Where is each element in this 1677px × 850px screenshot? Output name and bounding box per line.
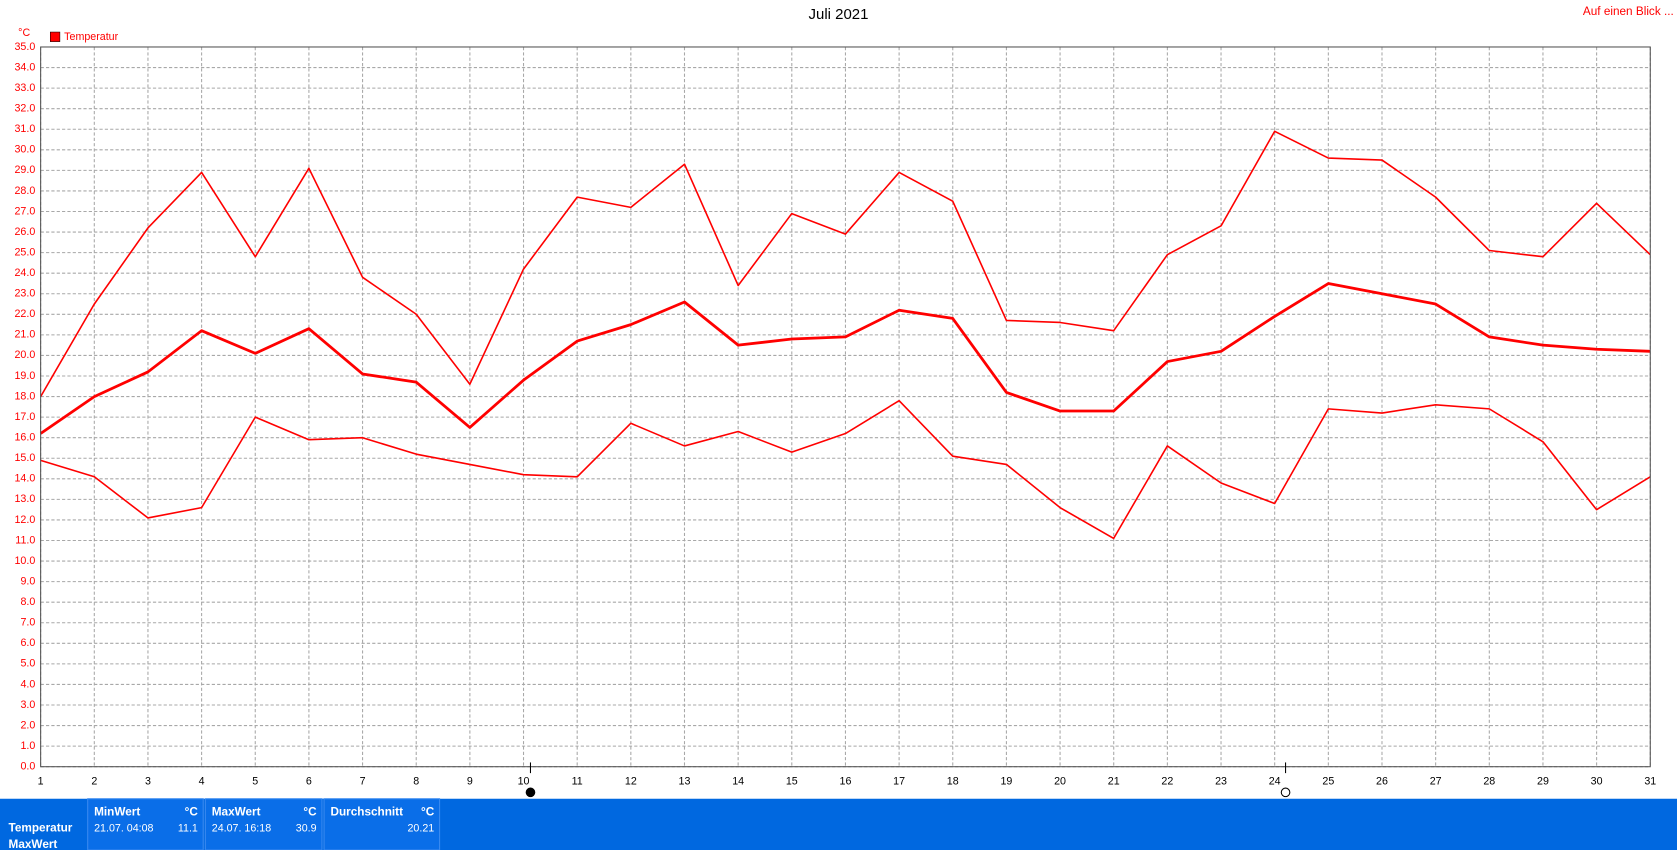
x-tick-label: 29 — [1537, 775, 1549, 787]
y-tick-label: 22.0 — [14, 308, 35, 320]
y-tick-label: 14.0 — [14, 473, 35, 485]
row-label: Temperatur — [9, 822, 73, 835]
y-tick-label: 17.0 — [14, 411, 35, 423]
stat-value: 20.21 — [407, 822, 434, 834]
y-tick-label: 7.0 — [20, 617, 35, 629]
stat-value: 11.1 — [178, 822, 198, 834]
y-tick-label: 29.0 — [14, 164, 35, 176]
x-tick-label: 22 — [1161, 775, 1173, 787]
x-tick-label: 8 — [413, 775, 419, 787]
x-tick-label: 18 — [947, 775, 959, 787]
y-tick-label: 0.0 — [20, 761, 35, 773]
y-tick-label: 15.0 — [14, 452, 35, 464]
y-tick-label: 4.0 — [20, 678, 35, 690]
y-tick-label: 2.0 — [20, 719, 35, 731]
x-tick-label: 17 — [893, 775, 905, 787]
y-tick-label: 19.0 — [14, 370, 35, 382]
x-tick-label: 11 — [572, 775, 583, 787]
y-tick-label: 18.0 — [14, 390, 35, 402]
stat-title: MinWert — [94, 806, 140, 819]
legend-label: Temperatur — [64, 31, 118, 43]
y-tick-label: 32.0 — [14, 103, 35, 115]
x-tick-label: 5 — [252, 775, 258, 787]
x-tick-label: 19 — [1000, 775, 1012, 787]
y-tick-label: 10.0 — [14, 555, 35, 567]
stat-title: MaxWert — [212, 806, 261, 819]
y-tick-label: 28.0 — [14, 185, 35, 197]
x-tick-label: 25 — [1322, 775, 1334, 787]
moon-phase-icon — [1280, 787, 1291, 798]
stat-time: 21.07. 04:08 — [94, 822, 153, 834]
y-tick-label: 34.0 — [14, 61, 35, 73]
stat-value: 30.9 — [296, 822, 317, 834]
y-tick-label: 12.0 — [14, 514, 35, 526]
x-tick-label: 6 — [306, 775, 312, 787]
x-tick-label: 30 — [1591, 775, 1603, 787]
x-tick-label: 23 — [1215, 775, 1227, 787]
y-tick-label: 20.0 — [14, 349, 35, 361]
x-tick-label: 16 — [840, 775, 852, 787]
x-tick-label: 3 — [145, 775, 151, 787]
x-tick-label: 4 — [199, 775, 205, 787]
stat-unit: °C — [185, 806, 199, 819]
y-tick-label: 8.0 — [20, 596, 35, 608]
x-tick-label: 12 — [625, 775, 637, 787]
x-tick-label: 24 — [1269, 775, 1281, 787]
x-tick-label: 2 — [91, 775, 97, 787]
x-tick-label: 13 — [679, 775, 691, 787]
plot-frame — [40, 46, 1651, 768]
y-tick-label: 26.0 — [14, 226, 35, 238]
x-tick-label: 15 — [786, 775, 798, 787]
x-tick-label: 14 — [732, 775, 744, 787]
temperature-line — [40, 399, 1651, 540]
y-tick-label: 31.0 — [14, 123, 35, 135]
stat-unit: °C — [421, 806, 435, 819]
x-tick-label: 7 — [360, 775, 366, 787]
stat-time: 24.07. 16:18 — [212, 822, 271, 834]
y-tick-label: 11.0 — [15, 534, 35, 546]
stat-title: Durchschnitt — [330, 806, 403, 819]
y-tick-label: 9.0 — [20, 575, 35, 587]
moon-phase-icon — [525, 787, 536, 798]
y-tick-label: 16.0 — [14, 432, 35, 444]
y-tick-label: 21.0 — [14, 329, 35, 341]
stat-box — [87, 798, 204, 850]
x-tick-label: 10 — [518, 775, 530, 787]
x-tick-label: 20 — [1054, 775, 1066, 787]
y-tick-label: 13.0 — [14, 493, 35, 505]
x-tick-label: 26 — [1376, 775, 1388, 787]
overview-link[interactable]: Auf einen Blick ... — [1583, 5, 1674, 18]
y-tick-label: 6.0 — [20, 637, 35, 649]
chart-title: Juli 2021 — [809, 6, 869, 23]
y-tick-label: 3.0 — [20, 699, 35, 711]
stat-box — [323, 798, 441, 850]
y-tick-label: 33.0 — [14, 82, 35, 94]
y-tick-label: 27.0 — [14, 205, 35, 217]
y-tick-label: 24.0 — [14, 267, 35, 279]
y-tick-label: 25.0 — [14, 246, 35, 258]
y-unit: °C — [18, 27, 30, 39]
x-tick-label: 27 — [1430, 775, 1442, 787]
y-tick-label: 35.0 — [14, 41, 35, 53]
x-tick-label: 9 — [467, 775, 473, 787]
y-tick-label: 30.0 — [14, 144, 35, 156]
temperature-line — [39, 282, 1651, 435]
x-tick-label: 31 — [1644, 775, 1656, 787]
row-label: MaxWert — [9, 838, 58, 850]
temperature-line — [39, 130, 1651, 397]
x-tick-label: 28 — [1483, 775, 1495, 787]
legend-swatch — [49, 31, 61, 42]
y-tick-label: 5.0 — [20, 658, 35, 670]
summary-panel: Temperatur MaxWert MinWert °C MaxWert °C… — [0, 798, 1677, 850]
y-tick-label: 1.0 — [20, 740, 35, 752]
stat-unit: °C — [303, 806, 317, 819]
x-tick-label: 21 — [1108, 775, 1120, 787]
x-tick-label: 1 — [38, 775, 44, 787]
y-tick-label: 23.0 — [14, 288, 35, 300]
stat-box — [204, 798, 323, 850]
